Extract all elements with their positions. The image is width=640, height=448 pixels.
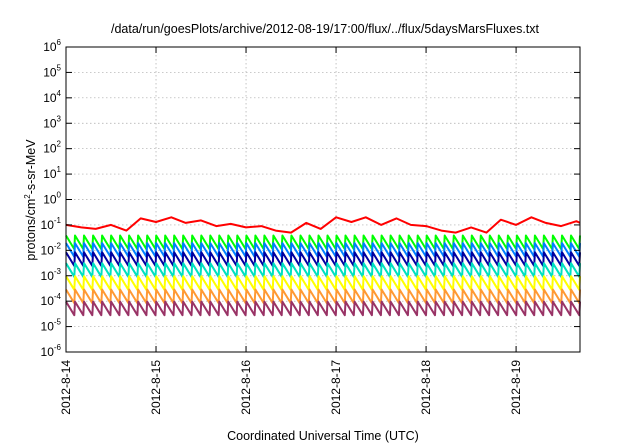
chart-title: /data/run/goesPlots/archive/2012-08-19/1… bbox=[111, 22, 540, 36]
y-tick-label: 106 bbox=[43, 38, 61, 54]
x-axis-label: Coordinated Universal Time (UTC) bbox=[227, 429, 419, 443]
y-tick-labels: 106 105 104 103 102 101 100 10-1 10-2 10-3 10-4 10-… bbox=[41, 38, 62, 359]
x-tick-label: 2012-8-15 bbox=[149, 360, 163, 415]
y-axis-label-prefix: protons/cm bbox=[24, 199, 38, 261]
y-axis-label-suffix: -s-sr-MeV bbox=[24, 139, 38, 195]
series-line-8 bbox=[65, 300, 581, 317]
y-tick-label: 10-6 bbox=[41, 343, 62, 359]
y-tick-label: 104 bbox=[43, 89, 61, 105]
x-tick-label: 2012-8-18 bbox=[419, 360, 433, 415]
plot-frame bbox=[65, 46, 581, 353]
series-layer bbox=[65, 216, 581, 317]
y-tick-label: 100 bbox=[43, 191, 61, 207]
y-tick-label: 10-2 bbox=[41, 241, 62, 257]
series-line-6 bbox=[65, 275, 581, 291]
series-line-1 bbox=[65, 216, 581, 234]
x-tick-labels: 2012-8-14 2012-8-15 2012-8-16 2012-8-17 2012… bbox=[59, 360, 523, 415]
series-line-5 bbox=[65, 262, 581, 278]
y-tick-label: 10-4 bbox=[41, 292, 62, 308]
series-line-2 bbox=[65, 234, 581, 251]
y-tick-label: 10-3 bbox=[41, 267, 62, 283]
y-tick-label: 101 bbox=[43, 165, 61, 181]
y-axis-label-superscript: 2 bbox=[23, 194, 32, 199]
x-tick-label: 2012-8-14 bbox=[59, 360, 73, 415]
x-tick-label: 2012-8-16 bbox=[239, 360, 253, 415]
x-tick-label: 2012-8-19 bbox=[509, 360, 523, 415]
y-axis-label: protons/cm2-s-sr-MeV bbox=[23, 139, 38, 261]
grid-layer bbox=[66, 47, 580, 352]
y-tick-label: 10-5 bbox=[41, 318, 62, 334]
y-tick-label: 105 bbox=[43, 63, 61, 79]
y-tick-label: 103 bbox=[43, 114, 61, 130]
series-line-4 bbox=[65, 251, 581, 267]
x-tick-label: 2012-8-17 bbox=[329, 360, 343, 415]
y-tick-label: 10-1 bbox=[41, 216, 62, 232]
y-tick-label: 102 bbox=[43, 140, 61, 156]
